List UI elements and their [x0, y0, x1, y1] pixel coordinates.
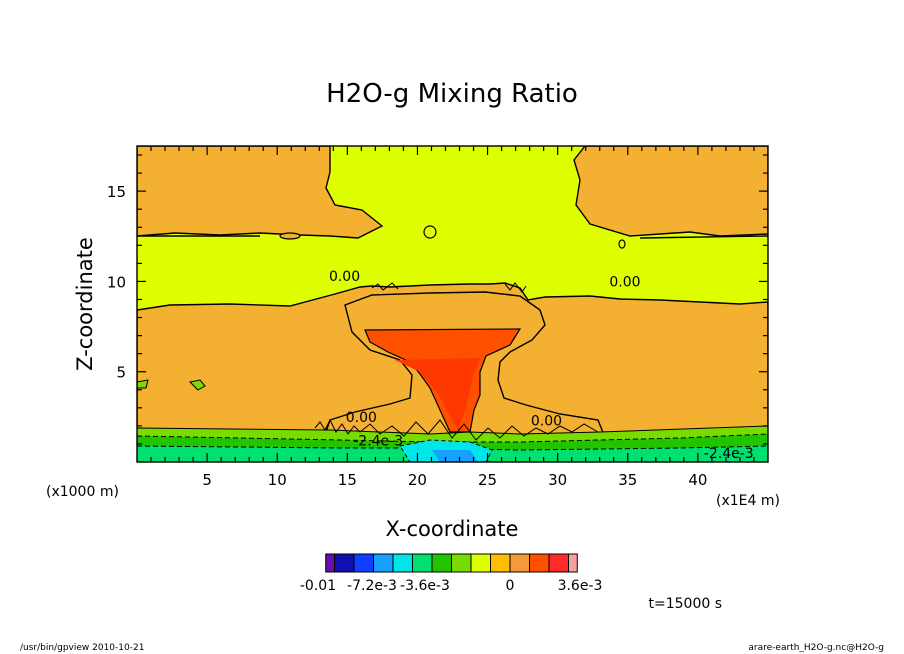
contour-label: -2.4e-3 [704, 446, 754, 462]
field-region-upper-right [573, 146, 768, 237]
y-axis-label: Z-coordinate [73, 237, 97, 371]
island-3 [618, 239, 626, 249]
colorbar-swatch [509, 553, 530, 573]
colorbar-swatch [353, 553, 374, 573]
colorbar-labels: -0.01 -7.2e-3 -3.6e-3 0 3.6e-3 [300, 578, 603, 594]
chart-title: H2O-g Mixing Ratio [326, 79, 578, 109]
colorbar-swatch [451, 553, 472, 573]
island-5 [137, 379, 149, 389]
colorbar-swatch [470, 553, 491, 573]
field-region-core-inner [395, 358, 480, 430]
colorbar-swatch [412, 553, 433, 573]
island-1 [279, 232, 301, 240]
colorbar-swatch [568, 553, 578, 573]
x-scale-label: (x1E4 m) [716, 493, 780, 509]
colorbar-label: 3.6e-3 [558, 578, 603, 594]
colorbar-swatch [529, 553, 550, 573]
x-tick-label: 25 [478, 471, 497, 489]
x-tick-label: 40 [688, 471, 707, 489]
colorbar-label: -0.01 [300, 578, 336, 594]
footer-left: /usr/bin/gpview 2010-10-21 [20, 643, 144, 653]
contour-label: -2.4e-3 [353, 433, 403, 449]
colorbar-swatch [392, 553, 413, 573]
time-label: t=15000 s [649, 596, 723, 612]
contour-labels: 0.00 0.00 0.00 0.00 -2.4e-3 -2.4e-3 [329, 269, 754, 462]
contour-label: 0.00 [609, 274, 640, 290]
x-tick-label: 10 [268, 471, 287, 489]
cloud-top-jag-right [504, 282, 527, 293]
ground-contour-jag [314, 418, 599, 441]
colorbar-swatch [373, 553, 394, 573]
field-region-blue [432, 450, 478, 462]
contour-label: 0.00 [531, 413, 562, 429]
contour-label: 0.00 [346, 410, 377, 426]
island-2 [423, 225, 437, 239]
y-tick-labels: 5 10 15 [107, 183, 126, 382]
colorbar-label: 0 [506, 578, 515, 594]
contour-label: 0.00 [329, 269, 360, 285]
cloud-top-jag-left [371, 282, 399, 291]
colorbar-swatch [431, 553, 452, 573]
x-tick-label: 30 [548, 471, 567, 489]
footer-right: arare-earth_H2O-g.nc@H2O-g [748, 643, 884, 653]
colorbar-swatch [325, 553, 336, 573]
x-tick-label: 20 [408, 471, 427, 489]
colorbar-swatch [334, 553, 355, 573]
x-tick-labels: 5 10 15 20 25 30 35 40 [202, 471, 707, 489]
y-tick-label: 15 [107, 183, 126, 201]
colorbar-label: -3.6e-3 [400, 578, 450, 594]
x-tick-label: 5 [202, 471, 212, 489]
colorbar-swatch [490, 553, 511, 573]
axis-ticks [137, 146, 768, 462]
colorbar-label: -7.2e-3 [347, 578, 397, 594]
y-tick-label: 10 [107, 273, 126, 291]
x-tick-label: 15 [338, 471, 357, 489]
y-tick-label: 5 [116, 364, 126, 382]
x-tick-label: 35 [618, 471, 637, 489]
field-line-z127 [137, 235, 768, 239]
x-unit-label: (x1000 m) [46, 484, 119, 500]
plot-area: 5 10 15 20 25 30 35 40 5 10 15 0.00 0.00 0.00 0.00 -2… [107, 145, 769, 489]
colorbar [325, 553, 578, 573]
field-region-upper-left [137, 146, 384, 239]
plot-frame [136, 145, 769, 463]
x-axis-label: X-coordinate [386, 517, 519, 541]
island-4 [188, 379, 206, 391]
colorbar-swatch [548, 553, 569, 573]
